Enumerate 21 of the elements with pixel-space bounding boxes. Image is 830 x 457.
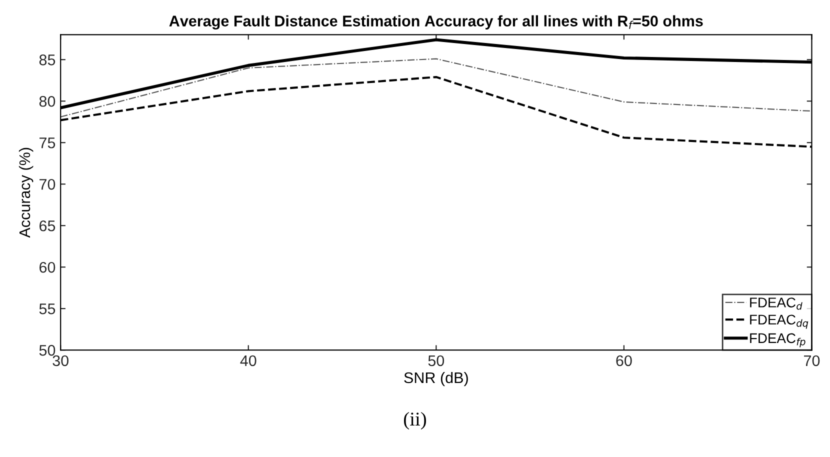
y-tick-label: 75	[40, 138, 56, 148]
x-tick-label: 40	[240, 355, 256, 366]
x-tick-label: 60	[616, 355, 632, 366]
y-tick-label: 80	[39, 96, 56, 107]
x-axis-title: SNR (dB)	[404, 372, 468, 386]
y-tick-label: 50	[39, 344, 56, 356]
y-tick-label: 70	[40, 178, 56, 190]
line-series	[60, 58, 812, 118]
y-tick-label: 55	[39, 304, 56, 314]
legend-label: FDEAC$_{d}$	[750, 298, 802, 310]
y-tick-label: 65	[40, 220, 56, 232]
x-tick-label: 30	[52, 355, 68, 366]
y-tick-label: 60	[40, 262, 56, 273]
chart-title: Average Fault Distance Estimation Accuracy for all lines with R$_{f}$=50 ohms	[169, 15, 703, 30]
text: (ii)	[404, 412, 426, 430]
legend-label: FDEAC$_{dq}$	[750, 314, 808, 329]
x-tick-label: 70	[804, 355, 820, 366]
x-tick-label: 50	[428, 355, 444, 366]
y-tick-label: 85	[39, 54, 56, 66]
y-axis-title: Accuracy (%)	[18, 148, 34, 238]
legend-label: FDEAC$_{fp}$	[750, 333, 806, 348]
